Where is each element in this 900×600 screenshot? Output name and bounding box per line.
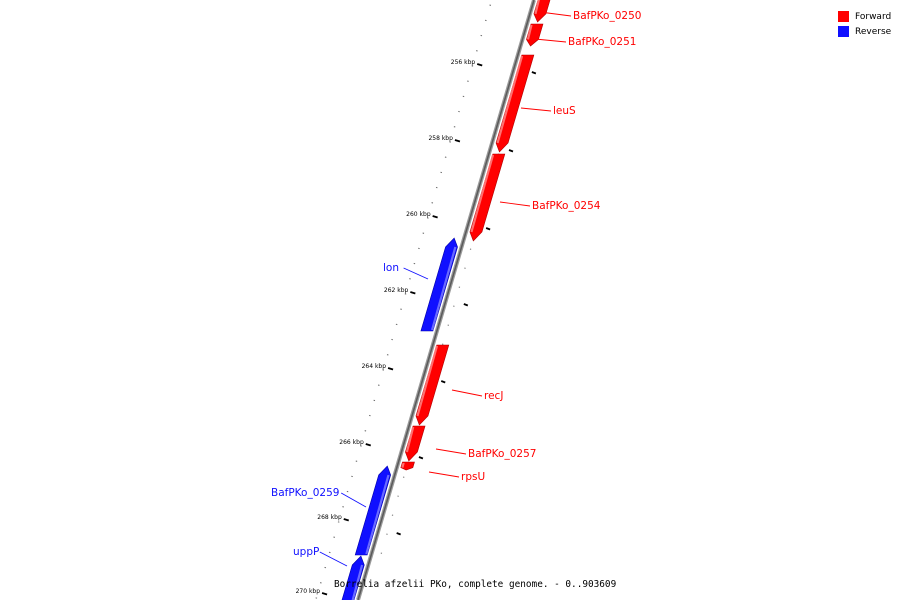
legend-label-reverse: Reverse [855, 26, 892, 37]
gene-label[interactable]: BafPKo_0254 [532, 200, 601, 212]
gene-label[interactable]: rpsU [461, 471, 485, 483]
gene-highlight [430, 246, 457, 331]
tick-label: 260 kbp [406, 211, 431, 218]
tick-label: 264 kbp [362, 363, 387, 370]
major-tick [485, 227, 491, 231]
gene-leader [403, 267, 429, 280]
gene-lon[interactable]: lon [383, 237, 458, 332]
major-tick [476, 63, 483, 67]
gene-recJ[interactable]: recJ [415, 344, 503, 426]
major-tick [321, 592, 328, 596]
gene-rpsU[interactable]: rpsU [400, 461, 485, 483]
gene-label[interactable]: uppP [293, 546, 319, 558]
gene-label[interactable]: lon [383, 262, 399, 274]
gene-BafPKo_0250[interactable]: BafPKo_0250 [533, 0, 642, 23]
gene-BafPKo_0259[interactable]: BafPKo_0259 [271, 465, 391, 556]
gene-label[interactable]: BafPKo_0251 [568, 36, 636, 48]
gene-arrow[interactable] [495, 54, 535, 153]
legend-label-forward: Forward [855, 11, 892, 22]
legend: Forward Reverse [838, 9, 898, 39]
major-ticks: 256 kbp 258 kbp 260 kbp 262 kbp 264 kbp 266 k… [296, 59, 537, 596]
gene-leader [428, 471, 460, 478]
minor-ticks [315, 4, 533, 599]
gene-highlight [401, 462, 405, 468]
tick-label: 258 kbp [428, 135, 453, 142]
major-tick [365, 443, 372, 447]
major-tick [432, 215, 438, 219]
legend-item-forward: Forward [838, 9, 898, 24]
gene-uppP[interactable]: uppP [293, 546, 365, 600]
gene-label[interactable]: BafPKo_0250 [573, 10, 641, 22]
gene-label[interactable]: BafPKo_0259 [271, 487, 339, 499]
gene-highlight [365, 474, 390, 555]
gene-arrow[interactable] [415, 344, 450, 426]
genes: BafPKo_0250 BafPKo_0251 leuS BafPKo_0254lon… [271, 0, 641, 600]
gene-arrow[interactable] [354, 465, 391, 556]
gene-highlight [405, 426, 415, 453]
major-tick [396, 532, 401, 536]
major-tick [463, 303, 469, 307]
gene-leader [340, 492, 367, 508]
gene-leader [539, 11, 572, 17]
gene-leader [451, 389, 483, 397]
gene-highlight [534, 0, 540, 15]
gene-highlight [496, 55, 524, 144]
gene-BafPKo_0254[interactable]: BafPKo_0254 [469, 153, 601, 242]
gene-arrow[interactable] [341, 555, 365, 600]
major-tick [410, 291, 416, 295]
gene-highlight [416, 345, 439, 417]
gene-highlight [526, 24, 533, 40]
major-tick [387, 367, 394, 371]
gene-BafPKo_0257[interactable]: BafPKo_0257 [405, 425, 536, 462]
major-tick [531, 71, 537, 75]
gene-label[interactable]: leuS [553, 105, 576, 117]
tick-label: 268 kbp [317, 514, 342, 521]
major-tick [440, 380, 446, 384]
tick-label: 256 kbp [451, 59, 476, 66]
tick-label: 270 kbp [296, 588, 321, 595]
gene-arrow[interactable] [405, 425, 426, 462]
gene-arrow[interactable] [420, 237, 458, 332]
gene-leader [499, 201, 531, 207]
major-tick [454, 139, 461, 143]
backbone [356, 0, 536, 600]
gene-leader [520, 107, 552, 112]
gene-label[interactable]: BafPKo_0257 [468, 448, 536, 460]
gene-leuS[interactable]: leuS [495, 54, 576, 153]
gene-leader [534, 38, 567, 43]
gene-label[interactable]: recJ [484, 390, 503, 402]
gene-highlight [470, 154, 495, 233]
tick-label: 262 kbp [384, 287, 409, 294]
tick-label: 266 kbp [339, 439, 364, 446]
gene-highlight [351, 564, 364, 600]
forward-swatch [838, 11, 849, 22]
gene-leader [435, 448, 467, 455]
reverse-swatch [838, 26, 849, 37]
genome-caption: Borrelia afzelii PKo, complete genome. -… [334, 579, 617, 590]
gene-BafPKo_0251[interactable]: BafPKo_0251 [526, 23, 636, 48]
major-tick [343, 518, 350, 522]
gene-leader [319, 551, 348, 567]
legend-item-reverse: Reverse [838, 24, 898, 39]
major-tick [508, 149, 514, 153]
gene-arrow[interactable] [469, 153, 506, 242]
major-tick [418, 456, 424, 460]
